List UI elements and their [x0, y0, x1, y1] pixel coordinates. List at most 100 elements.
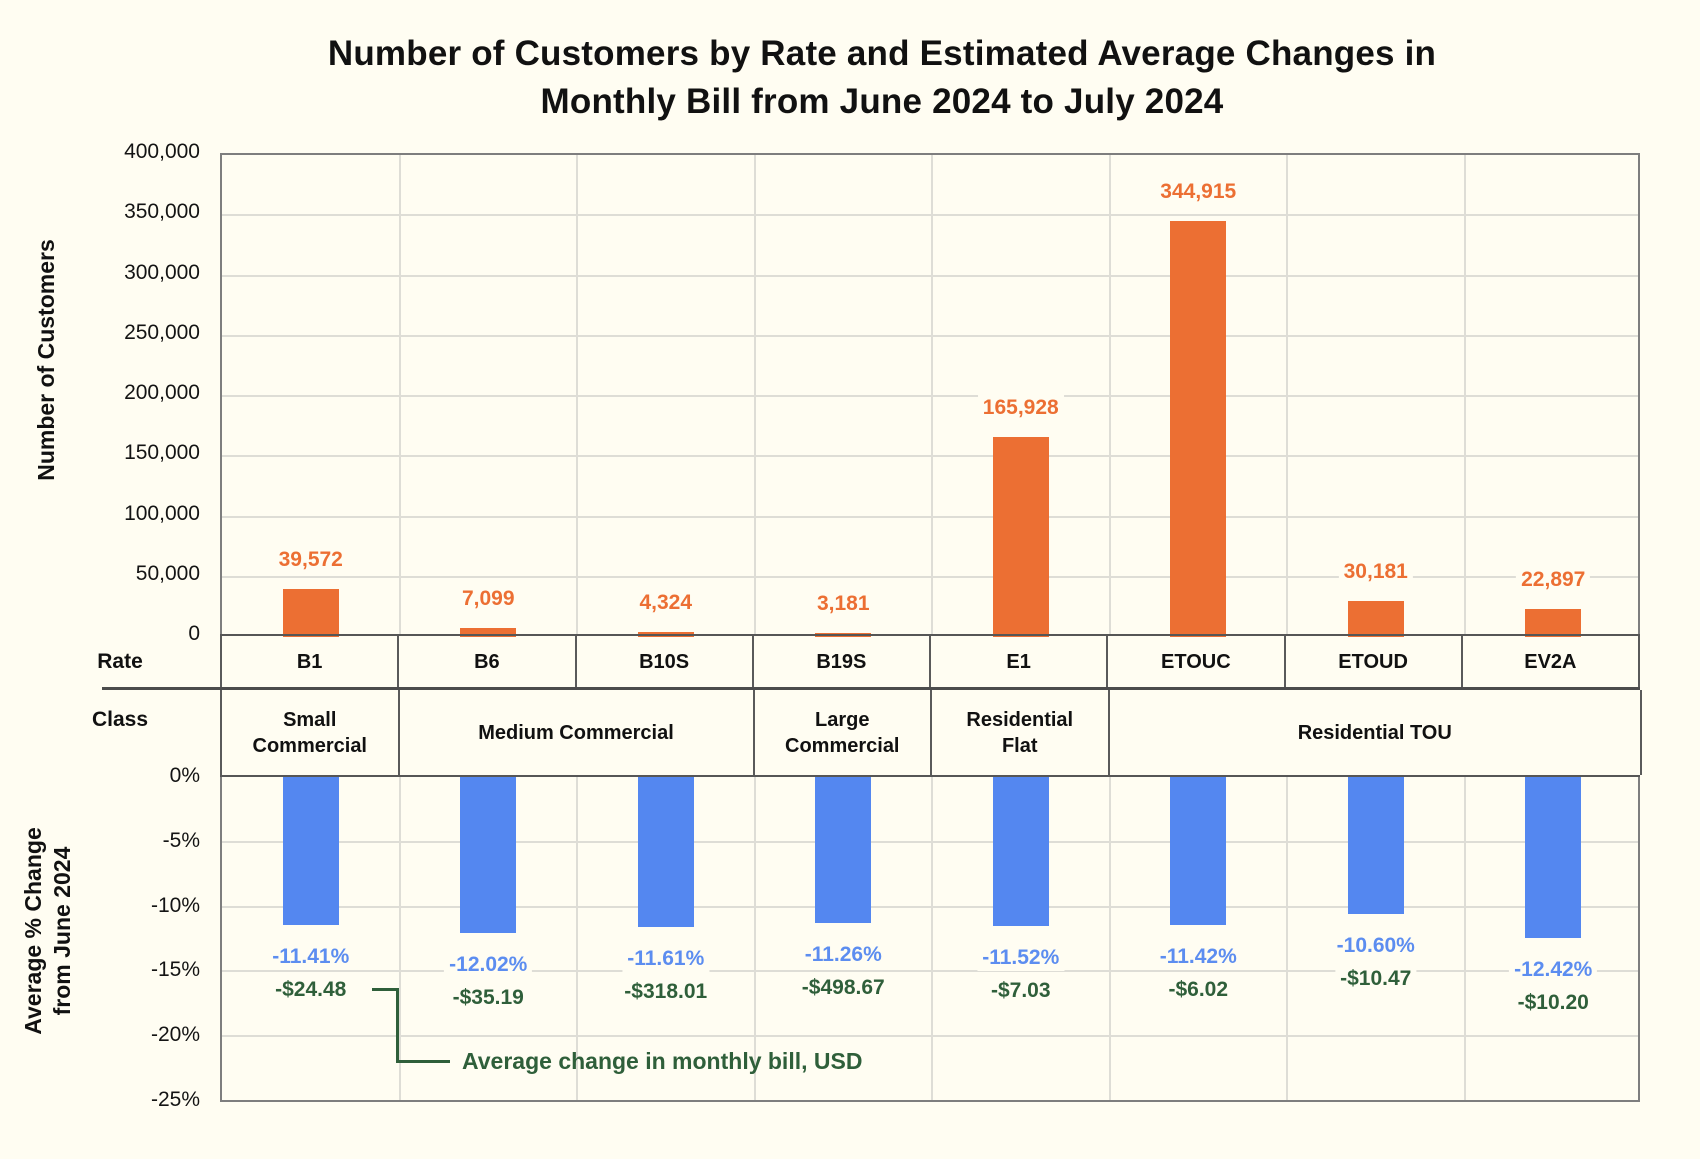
- pct-change-bar: [1347, 777, 1404, 915]
- class-cell: Residential Flat: [932, 690, 1110, 775]
- rate-cell: B6: [399, 636, 577, 687]
- bottom-axis-tick-label: -10%: [150, 893, 200, 917]
- gridline-vertical: [1286, 155, 1288, 635]
- gridline-vertical: [931, 777, 933, 1101]
- usd-change-value-label: -$318.01: [619, 979, 713, 1006]
- class-cell: Residential TOU: [1110, 690, 1642, 775]
- bottom-chart-zero-line: [220, 775, 1640, 777]
- bottom-axis-tick-label: -25%: [150, 1088, 200, 1111]
- rate-cell: ETOUC: [1108, 636, 1286, 687]
- pct-change-value-label: -12.02%: [444, 951, 533, 978]
- gridline-horizontal: [222, 395, 1638, 397]
- gridline-vertical: [576, 155, 578, 635]
- gridline-horizontal: [222, 970, 1638, 973]
- gridline-vertical: [1463, 777, 1466, 1101]
- pct-change-bar: [282, 777, 339, 925]
- chart-title-line1: Number of Customers by Rate and Estimate…: [327, 34, 1437, 73]
- class-row: Small Commercial Medium Commercial Large C…: [220, 690, 1642, 775]
- pct-change-bar: [815, 777, 872, 923]
- class-cell: Medium Commercial: [400, 690, 755, 775]
- top-axis-tick-label: 100,000: [124, 501, 200, 525]
- top-axis-tick-label: 350,000: [124, 200, 200, 224]
- gridline-horizontal: [222, 1035, 1638, 1038]
- customers-value-label: 344,915: [1155, 179, 1242, 206]
- pct-change-value-label: -11.41%: [267, 943, 355, 970]
- rate-cell: ETOUD: [1286, 636, 1463, 687]
- gridline-vertical: [1108, 155, 1111, 635]
- customers-value-label: 4,324: [634, 589, 698, 616]
- usd-change-value-label: -$10.47: [1335, 966, 1417, 993]
- gridline-horizontal: [222, 214, 1638, 217]
- top-axis-tick-label: 0: [188, 622, 200, 645]
- customers-bar: [1170, 221, 1227, 637]
- customers-bar: [1347, 600, 1404, 637]
- pct-change-value-label: -10.60%: [1331, 933, 1420, 960]
- gridline-vertical: [1286, 777, 1288, 1101]
- top-axis-tick-label: 400,000: [124, 140, 200, 163]
- pct-change-bar: [1525, 777, 1582, 938]
- gridline-vertical: [753, 155, 756, 635]
- rate-cell: EV2A: [1463, 636, 1640, 687]
- pct-change-value-label: -11.61%: [622, 946, 710, 973]
- gridline-vertical: [398, 777, 401, 1101]
- chart-title-line2: Monthly Bill from June 2024 to July 2024: [540, 82, 1224, 121]
- bottom-axis-tick-label: 0%: [169, 764, 200, 787]
- bottom-axis-tick-label: -15%: [150, 958, 200, 982]
- top-axis-tick-label: 50,000: [135, 561, 200, 585]
- pct-change-bar: [992, 777, 1049, 927]
- annotation-connector-horizontal: [396, 1060, 450, 1063]
- rate-cell: B10S: [577, 636, 754, 687]
- gridline-vertical: [1108, 777, 1111, 1101]
- customers-bar: [992, 437, 1049, 637]
- pct-change-value-label: -11.26%: [799, 941, 887, 968]
- gridline-horizontal: [222, 515, 1638, 518]
- rate-row-header: Rate: [97, 650, 143, 673]
- pct-change-value-label: -11.52%: [977, 945, 1065, 972]
- rate-class-separator-line: [102, 687, 1640, 690]
- customers-value-label: 7,099: [456, 586, 520, 613]
- gridline-vertical: [931, 155, 933, 635]
- gridline-horizontal: [222, 840, 1638, 843]
- gridline-horizontal: [222, 575, 1638, 578]
- rate-cell: B1: [222, 636, 400, 687]
- customers-value-label: 3,181: [811, 591, 875, 618]
- gridline-horizontal: [222, 905, 1638, 908]
- customers-bar: [1525, 609, 1582, 637]
- usd-change-value-label: -$35.19: [447, 984, 529, 1011]
- top-axis-tick-label: 250,000: [124, 320, 200, 344]
- pct-change-value-label: -12.42%: [1509, 956, 1598, 983]
- bottom-chart-baseline: [220, 1100, 1640, 1102]
- class-cell: Large Commercial: [755, 690, 932, 775]
- gridline-vertical: [1463, 155, 1466, 635]
- usd-change-value-label: -$10.20: [1512, 989, 1594, 1016]
- gridline-horizontal: [222, 455, 1638, 458]
- rate-cell: B19S: [754, 636, 931, 687]
- top-axis-tick-label: 150,000: [124, 441, 200, 465]
- gridline-vertical: [576, 777, 578, 1101]
- top-chart-baseline: [220, 634, 1640, 636]
- pct-change-bar: [460, 777, 517, 933]
- customers-bar: [460, 628, 517, 637]
- top-axis-tick-label: 300,000: [124, 260, 200, 284]
- annotation-connector-vertical: [396, 988, 399, 1062]
- rate-cell: E1: [931, 636, 1109, 687]
- usd-change-value-label: -$24.48: [270, 976, 352, 1003]
- customers-value-label: 39,572: [273, 547, 348, 574]
- gridline-horizontal: [222, 334, 1638, 337]
- class-cell: Small Commercial: [222, 690, 400, 775]
- usd-change-value-label: -$498.67: [796, 974, 890, 1001]
- customers-value-label: 30,181: [1338, 558, 1413, 585]
- usd-change-value-label: -$7.03: [985, 978, 1056, 1005]
- top-axis-tick-label: 200,000: [124, 381, 200, 404]
- bottom-axis-tick-label: -5%: [162, 828, 200, 852]
- usd-change-value-label: -$6.02: [1163, 977, 1234, 1003]
- y-axis-title-customers: Number of Customers: [33, 239, 59, 481]
- gridline-vertical: [753, 777, 756, 1101]
- annotation-connector-stub: [372, 988, 398, 991]
- pct-change-plot-area: -11.41% -$24.48 -12.02% -$35.19 -11.61% -$318…: [220, 777, 1640, 1101]
- pct-change-value-label: -11.42%: [1154, 944, 1242, 970]
- pct-change-bar: [1170, 777, 1227, 925]
- rate-row: B1 B6 B10S B19S E1 ETOUC ETOUD EV2A: [220, 636, 1640, 687]
- customers-bar: [282, 589, 339, 637]
